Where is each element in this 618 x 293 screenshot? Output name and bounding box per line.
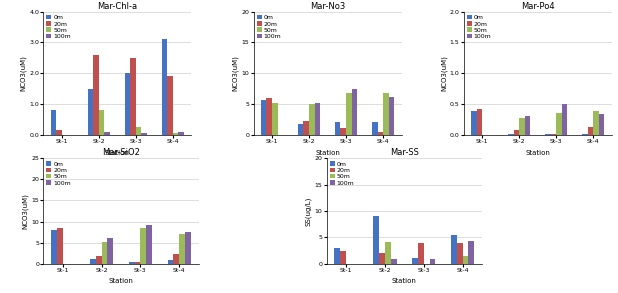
- X-axis label: Station: Station: [105, 149, 130, 156]
- Bar: [378, 132, 383, 135]
- Bar: [101, 242, 108, 264]
- Bar: [556, 113, 562, 135]
- Y-axis label: NCO3(uM): NCO3(uM): [232, 55, 239, 91]
- Bar: [582, 134, 588, 135]
- Bar: [136, 127, 142, 135]
- Bar: [56, 130, 62, 135]
- Title: Mar-Chl-a: Mar-Chl-a: [97, 2, 137, 11]
- Bar: [104, 132, 110, 135]
- Bar: [93, 55, 99, 135]
- Bar: [99, 110, 104, 135]
- Bar: [373, 216, 379, 264]
- Bar: [525, 116, 530, 135]
- Y-axis label: NCO3(uM): NCO3(uM): [20, 55, 27, 91]
- Bar: [57, 228, 62, 264]
- Bar: [463, 256, 468, 264]
- Bar: [315, 103, 320, 135]
- Bar: [130, 58, 136, 135]
- Bar: [391, 260, 397, 264]
- Bar: [588, 127, 593, 135]
- Bar: [451, 235, 457, 264]
- Bar: [508, 134, 514, 135]
- Bar: [514, 130, 519, 135]
- Bar: [51, 230, 57, 264]
- Bar: [51, 110, 56, 135]
- Bar: [418, 243, 424, 264]
- Bar: [179, 132, 184, 135]
- Bar: [185, 232, 191, 264]
- Bar: [135, 262, 140, 264]
- Bar: [379, 253, 385, 264]
- Bar: [545, 134, 551, 135]
- Bar: [162, 39, 167, 135]
- Bar: [476, 109, 482, 135]
- Title: Mar-Po4: Mar-Po4: [521, 2, 554, 11]
- Bar: [593, 111, 599, 135]
- Y-axis label: NCO3(uM): NCO3(uM): [441, 55, 447, 91]
- Bar: [96, 256, 101, 264]
- Bar: [551, 134, 556, 135]
- Bar: [90, 259, 96, 264]
- Bar: [471, 111, 476, 135]
- Title: Mar-SS: Mar-SS: [390, 149, 419, 157]
- Legend: 0m, 20m, 50m, 100m: 0m, 20m, 50m, 100m: [465, 13, 493, 40]
- Title: Mar-No3: Mar-No3: [310, 2, 345, 11]
- Bar: [341, 251, 346, 264]
- Bar: [385, 241, 391, 264]
- Bar: [309, 104, 315, 135]
- Y-axis label: NCO3(uM): NCO3(uM): [22, 193, 28, 229]
- Bar: [125, 73, 130, 135]
- Bar: [142, 133, 147, 135]
- Bar: [430, 260, 436, 264]
- X-axis label: Station: Station: [315, 149, 340, 156]
- Bar: [334, 248, 341, 264]
- Bar: [129, 262, 135, 264]
- Bar: [140, 228, 146, 264]
- Y-axis label: SS(ug/L): SS(ug/L): [305, 196, 312, 226]
- Bar: [174, 254, 179, 264]
- Bar: [346, 93, 352, 135]
- Bar: [88, 88, 93, 135]
- Legend: 0m, 20m, 50m, 100m: 0m, 20m, 50m, 100m: [255, 13, 282, 40]
- Bar: [167, 76, 173, 135]
- Title: Mar-SiO2: Mar-SiO2: [102, 149, 140, 157]
- Bar: [412, 258, 418, 264]
- Bar: [562, 104, 567, 135]
- Legend: 0m, 20m, 50m, 100m: 0m, 20m, 50m, 100m: [45, 160, 72, 187]
- Bar: [179, 234, 185, 264]
- Bar: [272, 103, 277, 135]
- Legend: 0m, 20m, 50m, 100m: 0m, 20m, 50m, 100m: [45, 13, 72, 40]
- Bar: [352, 88, 357, 135]
- Bar: [298, 124, 303, 135]
- Bar: [372, 122, 378, 135]
- Legend: 0m, 20m, 50m, 100m: 0m, 20m, 50m, 100m: [329, 160, 355, 187]
- Bar: [261, 100, 266, 135]
- Bar: [303, 121, 309, 135]
- Bar: [173, 133, 179, 135]
- Bar: [599, 114, 604, 135]
- Bar: [108, 238, 113, 264]
- Bar: [519, 117, 525, 135]
- Bar: [383, 93, 389, 135]
- Bar: [457, 243, 463, 264]
- Bar: [341, 128, 346, 135]
- Bar: [167, 260, 174, 264]
- Bar: [389, 97, 394, 135]
- Bar: [146, 225, 152, 264]
- Bar: [468, 241, 474, 264]
- X-axis label: Station: Station: [392, 278, 417, 285]
- X-axis label: Station: Station: [109, 278, 133, 285]
- Bar: [335, 122, 341, 135]
- X-axis label: Station: Station: [525, 149, 550, 156]
- Bar: [266, 98, 272, 135]
